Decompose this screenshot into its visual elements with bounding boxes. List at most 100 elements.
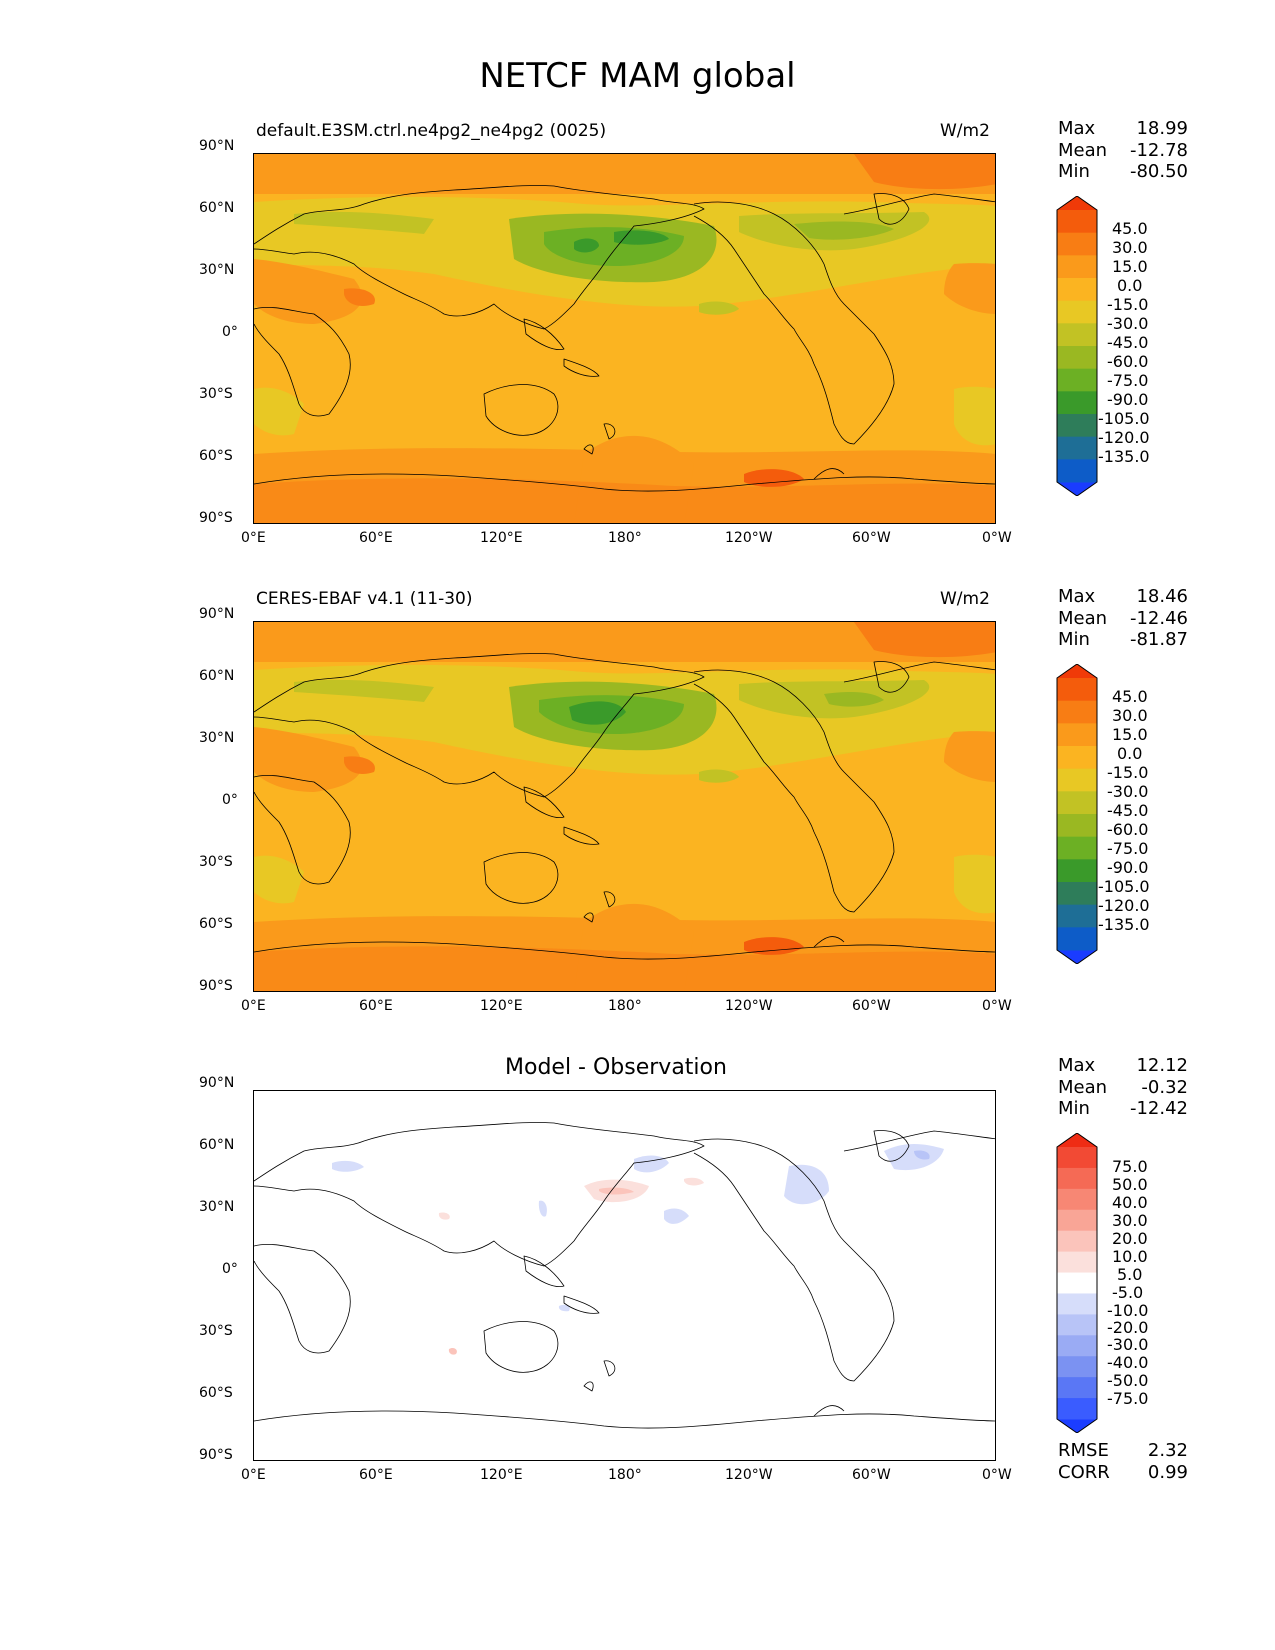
lon-tick: 120°W [725, 1467, 773, 1483]
colorbar-label: 75.0 [1112, 1157, 1148, 1176]
colorbar-label: 30.0 [1112, 1211, 1148, 1230]
colorbar-swatch [1057, 1188, 1097, 1211]
panel-model: default.E3SM.ctrl.ne4pg2_ne4pg2 (0025) W… [0, 118, 1275, 588]
lat-tick: 60°S [199, 448, 233, 464]
colorbar-outline [1056, 663, 1098, 965]
colorbar-swatch [1057, 1272, 1097, 1294]
lon-tick: 120°W [725, 998, 773, 1014]
lat-tick: 30°S [199, 1323, 233, 1339]
colorbar-label: 15.0 [1112, 725, 1148, 744]
stats-box: Max 18.46 Mean -12.46 Min -81.87 [1058, 586, 1188, 651]
panel-units: W/m2 [940, 589, 990, 609]
lat-tick: 30°S [199, 854, 233, 870]
colorbar-swatch [1057, 278, 1097, 302]
lon-tick: 60°W [852, 1467, 891, 1483]
colorbar-label: 50.0 [1112, 1175, 1148, 1194]
colorbar-label: -30.0 [1107, 1335, 1149, 1354]
lon-tick: 180° [608, 998, 642, 1014]
colorbar-label: 40.0 [1112, 1193, 1148, 1212]
colorbar-label: 30.0 [1112, 238, 1148, 257]
lon-tick: 0°W [982, 998, 1012, 1014]
colorbar-label: -5.0 [1112, 1283, 1144, 1302]
stat-max: 18.46 [1136, 586, 1188, 607]
stat-min-label: Min [1058, 629, 1090, 650]
colorbar-swatch [1057, 391, 1097, 415]
colorbar-swatch [1057, 1356, 1097, 1378]
colorbar-swatch [1057, 300, 1097, 324]
lon-tick: 0°W [982, 1467, 1012, 1483]
colorbar-label: 10.0 [1112, 1247, 1148, 1266]
panel-units: W/m2 [940, 121, 990, 141]
colorbar-swatch [1057, 459, 1097, 483]
lat-tick: 30°S [199, 386, 233, 402]
lon-tick: 180° [608, 1467, 642, 1483]
stat-max-label: Max [1058, 586, 1096, 607]
stats-box: Max 12.12 Mean -0.32 Min -12.42 [1058, 1055, 1188, 1120]
stat-max-label: Max [1058, 1055, 1096, 1076]
colorbar [1055, 1132, 1099, 1437]
colorbar-swatch [1057, 436, 1097, 460]
colorbar-label: 0.0 [1117, 276, 1143, 295]
colorbar-swatches [1056, 1132, 1098, 1434]
corr-label: CORR [1058, 1461, 1110, 1483]
lon-tick: 120°E [480, 1467, 523, 1483]
colorbar-label: 45.0 [1112, 219, 1148, 238]
colorbar-extend-max [1057, 1133, 1097, 1147]
stat-min: -80.50 [1129, 161, 1188, 182]
panel-observation: CERES-EBAF v4.1 (11-30) W/m2 90°N 60°N 3… [0, 586, 1275, 1056]
lat-tick: 60°N [199, 1137, 235, 1153]
colorbar-label: -75.0 [1107, 1389, 1149, 1408]
colorbar-label: -30.0 [1107, 782, 1149, 801]
lat-tick: 90°N [199, 606, 235, 622]
colorbar-swatch [1057, 414, 1097, 438]
stat-min-label: Min [1058, 161, 1090, 182]
footer-stats: RMSE 2.32 CORR 0.99 [1058, 1440, 1188, 1483]
stat-max-label: Max [1058, 118, 1096, 139]
colorbar-label: -10.0 [1107, 1301, 1149, 1320]
lat-tick: 90°S [199, 1447, 233, 1463]
colorbar-label: -15.0 [1107, 295, 1149, 314]
colorbar-swatch [1057, 1147, 1097, 1169]
colorbar-outline [1056, 195, 1098, 497]
stat-mean-label: Mean [1058, 139, 1108, 161]
rmse-value: 2.32 [1147, 1440, 1188, 1461]
lat-tick: 90°S [199, 510, 233, 526]
stat-mean: -12.46 [1129, 607, 1188, 629]
colorbar-label: -20.0 [1107, 1318, 1149, 1337]
colorbar-swatch [1057, 1293, 1097, 1315]
colorbar-swatch [1057, 1251, 1097, 1274]
rmse-label: RMSE [1058, 1440, 1109, 1461]
colorbar-label: -75.0 [1107, 839, 1149, 858]
lon-tick: 0°E [241, 530, 266, 546]
colorbar-swatch [1057, 323, 1097, 347]
colorbar-label: -105.0 [1098, 409, 1150, 428]
colorbar-label: 0.0 [1117, 744, 1143, 763]
map-difference [253, 1090, 996, 1461]
lon-tick: 0°W [982, 530, 1012, 546]
colorbar-swatch [1057, 1377, 1097, 1399]
colorbar-label: -60.0 [1107, 820, 1149, 839]
panel-title: default.E3SM.ctrl.ne4pg2_ne4pg2 (0025) [256, 121, 607, 141]
colorbar-swatch [1057, 1398, 1097, 1420]
colorbar-label: -90.0 [1107, 390, 1149, 409]
lon-tick: 60°W [852, 530, 891, 546]
map-observation [253, 621, 996, 992]
lat-tick: 90°N [199, 138, 235, 154]
lon-tick: 60°W [852, 998, 891, 1014]
stats-box: Max 18.99 Mean -12.78 Min -80.50 [1058, 118, 1188, 183]
colorbar-label: -45.0 [1107, 333, 1149, 352]
lon-tick: 0°E [241, 1467, 266, 1483]
stat-min: -12.42 [1129, 1098, 1188, 1119]
colorbar-extend-max [1057, 196, 1097, 210]
colorbar-swatch [1057, 368, 1097, 392]
lon-tick: 180° [608, 530, 642, 546]
lon-tick: 120°E [480, 998, 523, 1014]
lat-tick: 0° [222, 1261, 238, 1277]
panel-difference: Model - Observation 90°N 60°N 30°N 0° 30… [0, 1055, 1275, 1525]
lat-tick: 60°S [199, 1385, 233, 1401]
colorbar-swatch [1057, 746, 1097, 770]
colorbar-label: -45.0 [1107, 801, 1149, 820]
colorbar-swatch [1057, 882, 1097, 906]
colorbar-swatch [1057, 791, 1097, 815]
colorbar-label: -135.0 [1098, 915, 1150, 934]
